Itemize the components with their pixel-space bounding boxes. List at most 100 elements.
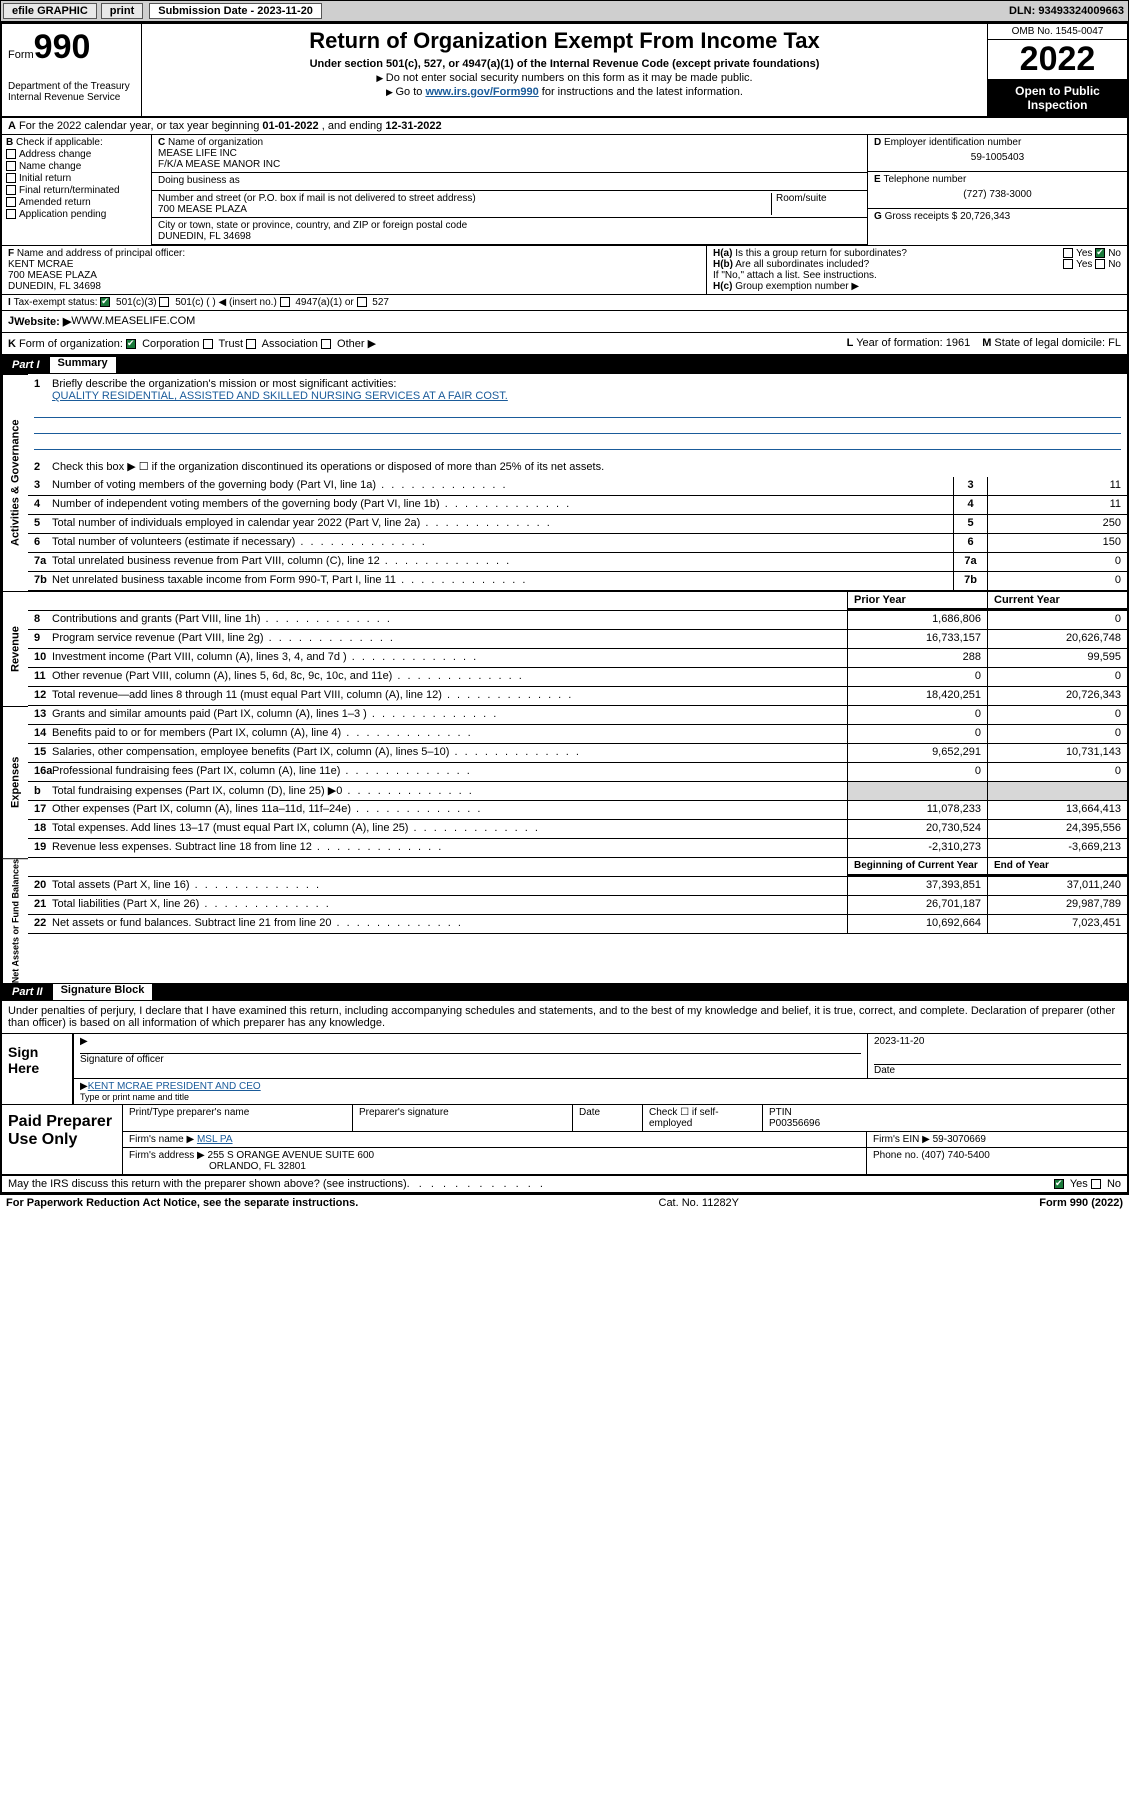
- form-subtitle: Under section 501(c), 527, or 4947(a)(1)…: [148, 58, 981, 70]
- form-header: Form990 Department of the Treasury Inter…: [2, 24, 1127, 118]
- summary-gov: Activities & Governance 1Briefly describ…: [2, 374, 1127, 591]
- gross-receipts: 20,726,343: [960, 211, 1010, 222]
- form-990: Form990 Department of the Treasury Inter…: [0, 22, 1129, 1195]
- cb-initial-return[interactable]: Initial return: [6, 173, 147, 184]
- city-label: City or town, state or province, country…: [158, 220, 467, 231]
- sig-date-cell: 2023-11-20 Date: [867, 1034, 1127, 1078]
- section-c: C Name of organization MEASE LIFE INC F/…: [152, 135, 867, 245]
- cb-address-change[interactable]: Address change: [6, 149, 147, 160]
- line-a-pre: For the 2022 calendar year, or tax year …: [19, 120, 262, 132]
- mission-text: QUALITY RESIDENTIAL, ASSISTED AND SKILLE…: [52, 390, 508, 402]
- summary-row: 15Salaries, other compensation, employee…: [28, 744, 1127, 763]
- bal-header-row: Beginning of Current Year End of Year: [28, 858, 1127, 877]
- year-formation: Year of formation: 1961: [856, 337, 970, 349]
- cb-name-change[interactable]: Name change: [6, 161, 147, 172]
- prep-name-hdr: Print/Type preparer's name: [123, 1105, 353, 1131]
- cb-final-return[interactable]: Final return/terminated: [6, 185, 147, 196]
- firm-addr1: 255 S ORANGE AVENUE SUITE 600: [208, 1150, 375, 1161]
- part1-bar: Part I Summary: [2, 356, 1127, 374]
- section-k: K Form of organization: Corporation Trus…: [2, 333, 1127, 356]
- footer-line: For Paperwork Reduction Act Notice, see …: [0, 1195, 1129, 1211]
- summary-row: 7bNet unrelated business taxable income …: [28, 572, 1127, 591]
- summary-row: 16aProfessional fundraising fees (Part I…: [28, 763, 1127, 782]
- form-title-box: Return of Organization Exempt From Incom…: [142, 24, 987, 116]
- goto-note: Go to www.irs.gov/Form990 for instructio…: [148, 86, 981, 98]
- summary-row: 10Investment income (Part VIII, column (…: [28, 649, 1127, 668]
- i-501c3-checked: [100, 297, 110, 307]
- room-label: Room/suite: [771, 193, 861, 215]
- submission-date: Submission Date - 2023-11-20: [149, 3, 322, 19]
- line1-mission: 1Briefly describe the organization's mis…: [28, 374, 1127, 456]
- summary-row: 14Benefits paid to or for members (Part …: [28, 725, 1127, 744]
- section-e: E Telephone number(727) 738-3000: [868, 172, 1127, 209]
- part2-bar: Part II Signature Block: [2, 983, 1127, 1001]
- org-name: MEASE LIFE INC: [158, 148, 237, 159]
- telephone: (727) 738-3000: [874, 189, 1121, 200]
- form-footer: Form 990 (2022): [1039, 1197, 1123, 1209]
- self-emp-hdr: Check ☐ if self-employed: [643, 1105, 763, 1131]
- form-title: Return of Organization Exempt From Incom…: [148, 28, 981, 54]
- hb-note: If "No," attach a list. See instructions…: [713, 270, 1121, 281]
- pra-notice: For Paperwork Reduction Act Notice, see …: [6, 1197, 358, 1209]
- goto-pre: Go to: [395, 86, 425, 98]
- summary-row: bTotal fundraising expenses (Part IX, co…: [28, 782, 1127, 801]
- col-header-row: Prior Year Current Year: [28, 591, 1127, 611]
- form-number: 990: [34, 28, 91, 66]
- discuss-row: May the IRS discuss this return with the…: [2, 1176, 1127, 1193]
- part1-title: Summary: [50, 356, 116, 374]
- summary-row: 7aTotal unrelated business revenue from …: [28, 553, 1127, 572]
- vlabel-gov: Activities & Governance: [2, 374, 28, 591]
- summary-row: 18Total expenses. Add lines 13–17 (must …: [28, 820, 1127, 839]
- cat-no: Cat. No. 11282Y: [659, 1197, 740, 1209]
- officer-addr2: DUNEDIN, FL 34698: [8, 281, 101, 292]
- website: WWW.MEASELIFE.COM: [71, 315, 195, 328]
- cb-application-pending[interactable]: Application pending: [6, 209, 147, 220]
- ptin: P00356696: [769, 1118, 820, 1129]
- section-d: D Employer identification number59-10054…: [868, 135, 1127, 172]
- irs-link[interactable]: www.irs.gov/Form990: [425, 86, 538, 98]
- ssn-note: Do not enter social security numbers on …: [148, 72, 981, 84]
- section-i: I Tax-exempt status: 501(c)(3) 501(c) ( …: [2, 295, 1127, 311]
- paid-preparer-block: Paid Preparer Use Only Print/Type prepar…: [2, 1105, 1127, 1176]
- print-button[interactable]: print: [101, 3, 143, 19]
- firm-name: MSL PA: [197, 1134, 233, 1145]
- prep-sig-hdr: Preparer's signature: [353, 1105, 573, 1131]
- dln: DLN: 93493324009663: [1009, 5, 1124, 17]
- part1-num: Part I: [2, 359, 50, 371]
- form-prefix: Form: [8, 49, 34, 61]
- efile-button[interactable]: efile GRAPHIC: [3, 3, 97, 19]
- vlabel-bal: Net Assets or Fund Balances: [2, 858, 28, 983]
- part2-num: Part II: [2, 986, 53, 998]
- summary-row: 5Total number of individuals employed in…: [28, 515, 1127, 534]
- summary-row: 21Total liabilities (Part X, line 26)26,…: [28, 896, 1127, 915]
- goto-post: for instructions and the latest informat…: [539, 86, 743, 98]
- section-h: H(a) Is this a group return for subordin…: [707, 246, 1127, 294]
- k-corp-checked: [126, 339, 136, 349]
- vlabel-rev: Revenue: [2, 591, 28, 706]
- summary-row: 9Program service revenue (Part VIII, lin…: [28, 630, 1127, 649]
- summary-row: 3Number of voting members of the governi…: [28, 477, 1127, 496]
- block-b-to-g: B Check if applicable: Address change Na…: [2, 135, 1127, 246]
- org-city: DUNEDIN, FL 34698: [158, 231, 251, 242]
- hc-label: Group exemption number ▶: [735, 281, 859, 292]
- officer-addr1: 700 MEASE PLAZA: [8, 270, 97, 281]
- penalty-text: Under penalties of perjury, I declare th…: [2, 1001, 1127, 1033]
- part2-title: Signature Block: [53, 983, 153, 1001]
- sig-date: 2023-11-20: [874, 1036, 924, 1047]
- summary-row: 12Total revenue—add lines 8 through 11 (…: [28, 687, 1127, 706]
- c-label: Name of organization: [168, 137, 263, 148]
- form-year-box: OMB No. 1545-0047 2022 Open to Public In…: [987, 24, 1127, 116]
- col-end-year: End of Year: [987, 858, 1127, 876]
- omb-number: OMB No. 1545-0047: [988, 24, 1127, 40]
- state-domicile: State of legal domicile: FL: [994, 337, 1121, 349]
- section-g: G Gross receipts $ 20,726,343: [868, 209, 1127, 245]
- officer-name-cell: ▶KENT MCRAE PRESIDENT AND CEO Type or pr…: [74, 1079, 1127, 1104]
- ptin-cell: PTINP00356696: [763, 1105, 826, 1131]
- section-b: B Check if applicable: Address change Na…: [2, 135, 152, 245]
- cb-amended-return[interactable]: Amended return: [6, 197, 147, 208]
- officer-printed-name: KENT MCRAE PRESIDENT AND CEO: [88, 1081, 261, 1092]
- open-inspection: Open to Public Inspection: [988, 80, 1127, 116]
- year-end: 12-31-2022: [385, 120, 441, 132]
- summary-row: 20Total assets (Part X, line 16)37,393,8…: [28, 877, 1127, 896]
- line-a: A For the 2022 calendar year, or tax yea…: [2, 118, 1127, 135]
